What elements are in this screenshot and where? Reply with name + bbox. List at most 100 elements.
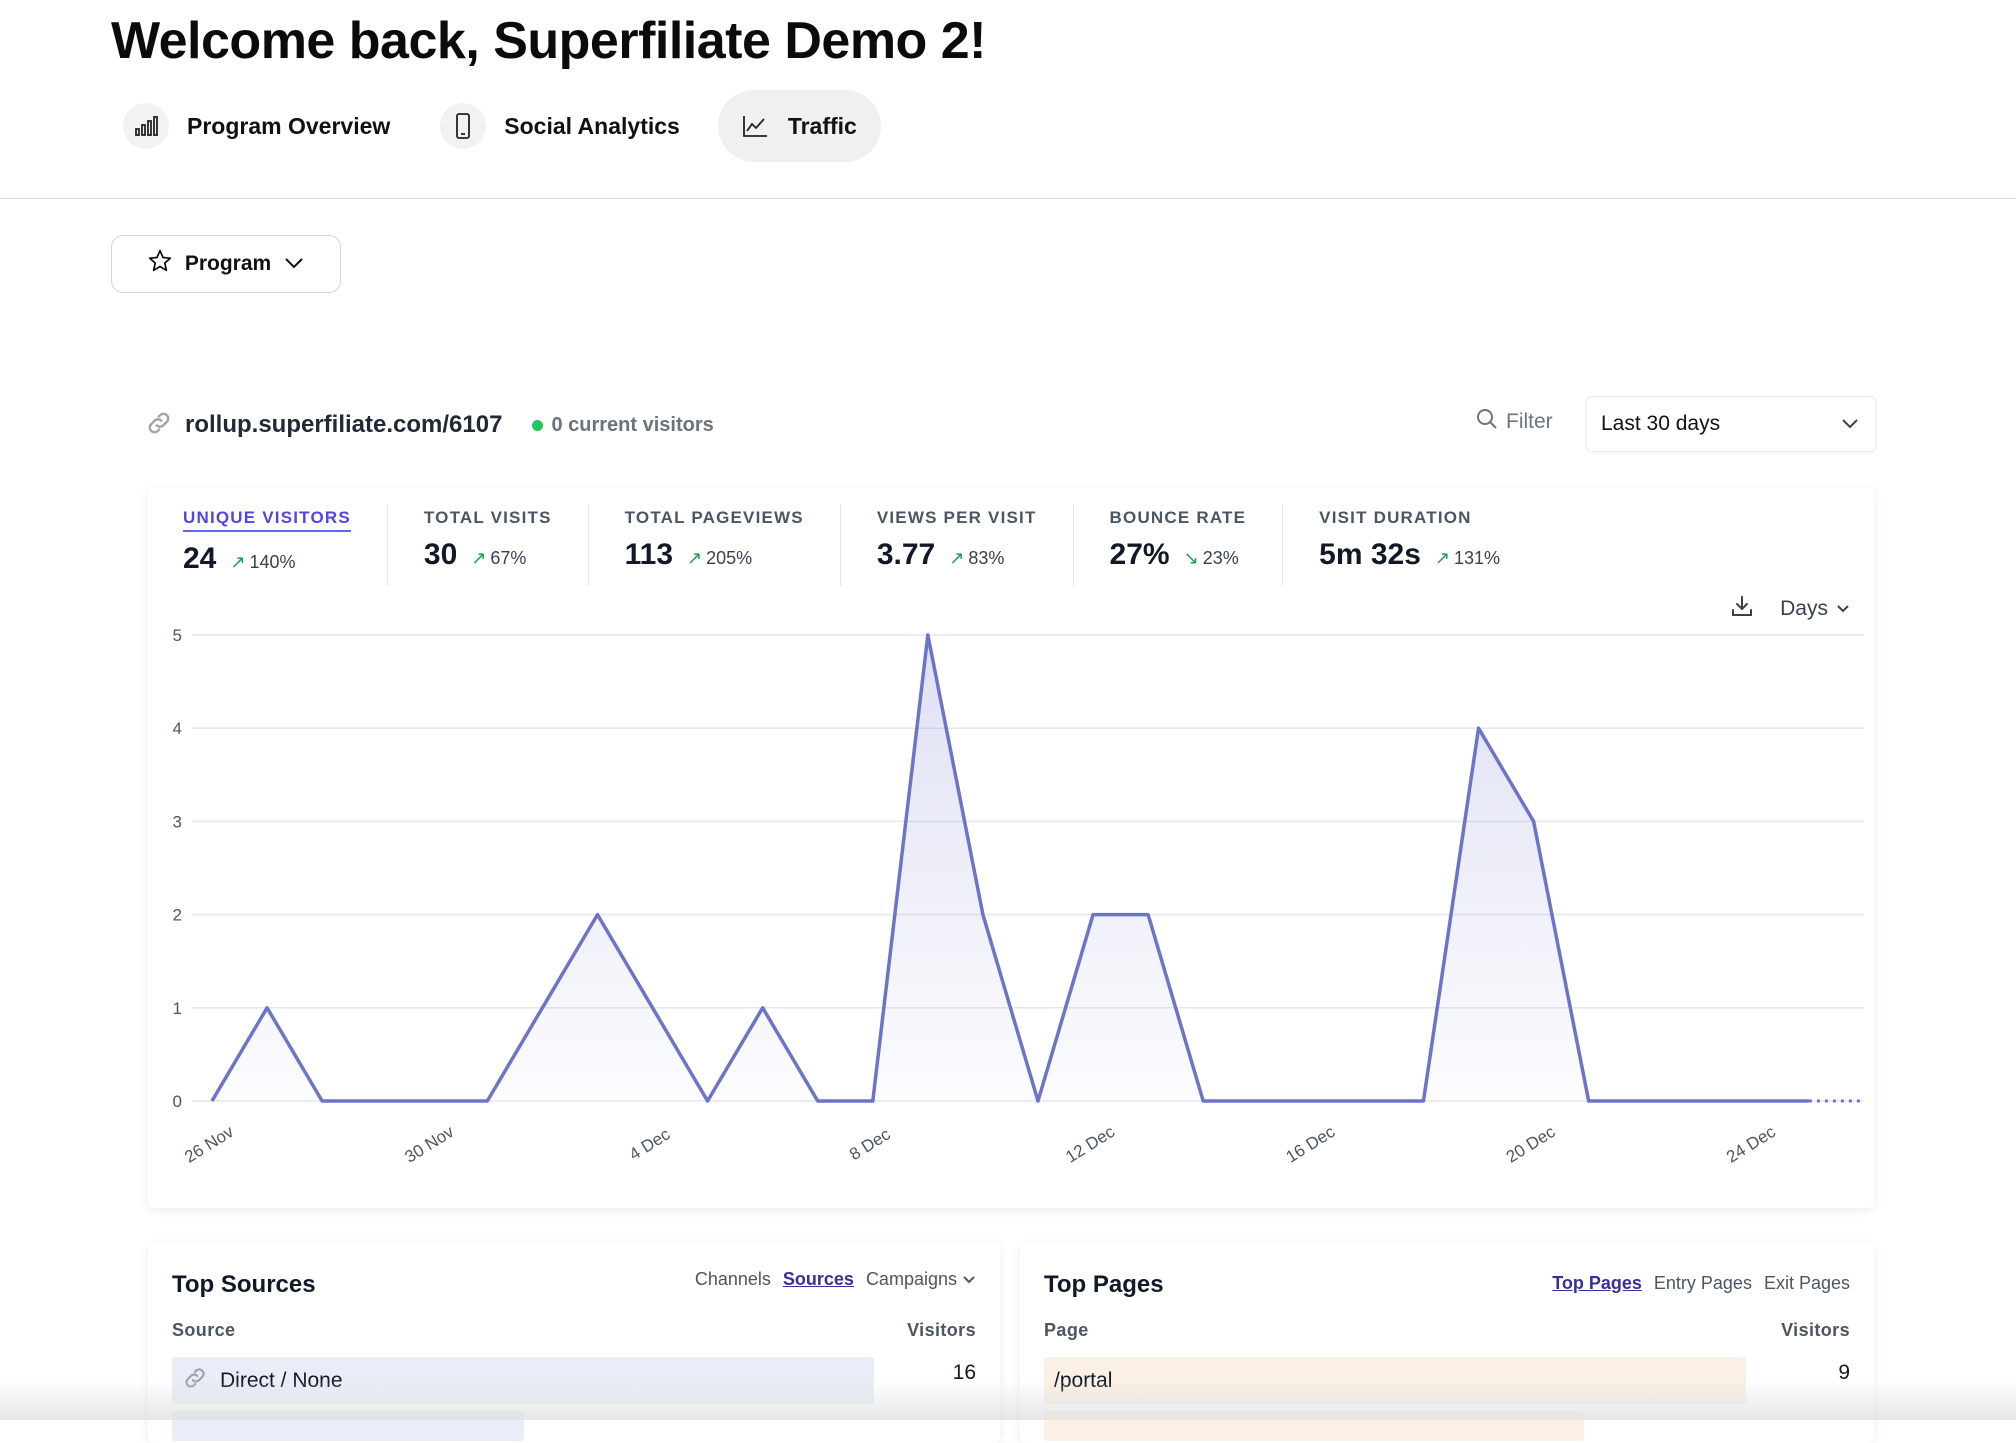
chevron-down-icon: [283, 252, 305, 276]
series-line: [210, 633, 1809, 1103]
tab-traffic[interactable]: Traffic: [717, 90, 881, 162]
stat-unique-visitors[interactable]: UNIQUE VISITORS 24 ↗ 140%: [183, 504, 388, 586]
stat-label: BOUNCE RATE: [1109, 508, 1247, 527]
stat-change: ↗ 140%: [230, 552, 296, 572]
stat-label: VISIT DURATION: [1319, 508, 1472, 527]
col-visitors: Visitors: [907, 1320, 976, 1340]
data-point: [265, 1006, 269, 1010]
arrow-down-right-icon: ↘: [1183, 548, 1199, 568]
data-point: [485, 1099, 489, 1103]
chevron-down-icon: [963, 1276, 975, 1284]
tab-label: Social Analytics: [504, 112, 680, 139]
data-point: [430, 1099, 434, 1103]
x-tick-label: 16 Dec: [1283, 1122, 1339, 1167]
stat-value: 30: [423, 538, 458, 571]
program-dropdown[interactable]: Program: [111, 235, 341, 293]
x-tick-label: 12 Dec: [1062, 1122, 1118, 1167]
tab-campaigns[interactable]: Campaigns: [866, 1269, 976, 1290]
visitors-chart: 0 1 2 3 4 5 26 Nov 30 Nov 4 Dec 8 Dec 12 Dec 16 Dec…: [173, 626, 1864, 1167]
data-point: [651, 1006, 655, 1010]
data-point: [1807, 1099, 1811, 1103]
data-point: [1421, 1099, 1425, 1103]
data-point: [320, 1099, 324, 1103]
stat-value: 3.77: [876, 538, 936, 571]
dashboard-tabs: Program Overview Social Analytics Traffi…: [111, 90, 881, 162]
data-point: [1532, 819, 1536, 823]
series-area: [212, 635, 1809, 1101]
current-visitors-text: 0 current visitors: [551, 413, 714, 436]
x-tick-label: 20 Dec: [1503, 1122, 1559, 1167]
data-point: [375, 1099, 379, 1103]
data-point: [595, 913, 599, 917]
arrow-up-right-icon: ↗: [687, 548, 703, 568]
data-point: [871, 1099, 875, 1103]
data-point: [1201, 1099, 1205, 1103]
stats-row: UNIQUE VISITORS 24 ↗ 140% TOTAL VISITS 30…: [183, 504, 1572, 586]
tab-label: Program Overview: [187, 112, 391, 139]
stat-value: 5m 32s: [1319, 538, 1421, 571]
star-icon: [147, 248, 173, 280]
data-point: [210, 1099, 214, 1103]
tab-social-analytics[interactable]: Social Analytics: [428, 90, 692, 162]
date-range-select[interactable]: Last 30 days: [1586, 396, 1876, 452]
tab-program-overview[interactable]: Program Overview: [111, 90, 402, 162]
y-tick-label: 4: [173, 719, 182, 738]
top-sources-panel: Top Sources Channels Sources Campaigns S…: [148, 1243, 1000, 1443]
data-point: [1752, 1099, 1756, 1103]
stat-total-pageviews[interactable]: TOTAL PAGEVIEWS 113 ↗ 205%: [625, 504, 841, 586]
header-divider: [0, 198, 2016, 199]
stat-bounce-rate[interactable]: BOUNCE RATE 27% ↘ 23%: [1110, 504, 1284, 586]
stat-value: 113: [624, 538, 674, 571]
interval-dropdown[interactable]: Days: [1780, 597, 1850, 621]
chart-tools: Days: [1730, 594, 1850, 624]
data-point: [981, 913, 985, 917]
tab-channels[interactable]: Channels: [694, 1269, 771, 1289]
data-point: [1036, 1099, 1040, 1103]
page-row[interactable]: /portal: [1044, 1357, 1746, 1404]
top-pages-tabs: Top Pages Entry Pages Exit Pages: [1552, 1273, 1850, 1294]
source-row[interactable]: Direct / None: [172, 1357, 874, 1404]
chevron-down-icon: [1837, 605, 1849, 613]
tab-sources[interactable]: Sources: [782, 1269, 854, 1289]
data-point: [761, 1006, 765, 1010]
stat-value: 24: [183, 542, 217, 575]
filter-button[interactable]: Filter: [1476, 408, 1553, 436]
download-icon[interactable]: [1730, 594, 1754, 624]
stat-total-visits[interactable]: TOTAL VISITS 30 ↗ 67%: [424, 504, 589, 586]
search-icon: [1476, 408, 1498, 436]
data-point: [1587, 1099, 1591, 1103]
stat-label: TOTAL PAGEVIEWS: [624, 508, 804, 527]
stat-label: UNIQUE VISITORS: [183, 508, 351, 532]
welcome-heading: Welcome back, Superfiliate Demo 2!: [111, 12, 987, 70]
x-tick-label: 8 Dec: [846, 1124, 894, 1164]
data-point: [1256, 1099, 1260, 1103]
tab-top-pages[interactable]: Top Pages: [1552, 1273, 1642, 1293]
tab-label: Traffic: [787, 112, 857, 139]
x-tick-label: 4 Dec: [626, 1124, 674, 1164]
program-label: Program: [184, 252, 272, 275]
stat-change: ↗ 83%: [949, 548, 1005, 568]
link-icon: [145, 409, 173, 442]
tab-entry-pages[interactable]: Entry Pages: [1653, 1273, 1752, 1293]
col-source: Source: [172, 1320, 236, 1340]
data-point: [816, 1099, 820, 1103]
stat-visit-duration[interactable]: VISIT DURATION 5m 32s ↗ 131%: [1319, 504, 1536, 586]
source-visitors: 16: [952, 1361, 976, 1384]
page-row-bar: [1044, 1411, 1584, 1441]
top-pages-title: Top Pages: [1044, 1271, 1164, 1298]
stat-change: ↗ 131%: [1434, 548, 1501, 568]
stat-change: ↗ 205%: [687, 548, 753, 568]
y-tick-label: 1: [173, 999, 182, 1018]
arrow-up-right-icon: ↗: [230, 552, 246, 572]
data-point: [706, 1099, 710, 1103]
date-range-value: Last 30 days: [1601, 412, 1721, 435]
data-point: [1366, 1099, 1370, 1103]
site-url[interactable]: rollup.superfiliate.com/6107: [185, 411, 503, 438]
tab-exit-pages[interactable]: Exit Pages: [1763, 1273, 1850, 1293]
stat-views-per-visit[interactable]: VIEWS PER VISIT 3.77 ↗ 83%: [877, 504, 1074, 586]
trending-up-icon: [740, 103, 770, 149]
page-label: /portal: [1054, 1368, 1113, 1392]
y-tick-label: 2: [173, 906, 182, 925]
y-tick-label: 5: [173, 626, 182, 645]
stat-label: TOTAL VISITS: [423, 508, 552, 527]
